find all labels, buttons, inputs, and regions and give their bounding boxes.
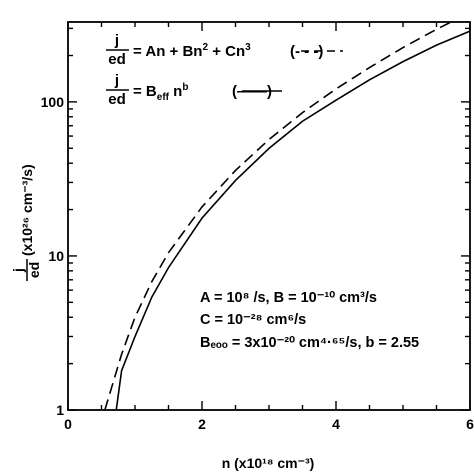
legend-entry-solid: j ed = Beff nb (——) bbox=[106, 72, 272, 108]
y-label-denominator: ed bbox=[26, 262, 42, 278]
solid-curve bbox=[115, 30, 470, 410]
legend2-denominator: ed bbox=[108, 91, 126, 108]
legend1-eq: = An + Bn bbox=[133, 43, 202, 60]
legend1-denominator: ed bbox=[108, 51, 126, 68]
x-axis-label: n (x10¹⁸ cm⁻³) bbox=[222, 455, 315, 471]
y-tick-label: 100 bbox=[41, 94, 65, 110]
y-label-rest: (x10²⁶ cm⁻³/s) bbox=[19, 164, 35, 256]
x-tick-label: 0 bbox=[64, 416, 72, 432]
annotation-line-2: C = 10⁻²⁸ cm⁶/s bbox=[200, 312, 306, 328]
legend1-equation: = An + Bn2 + Cn3 bbox=[133, 42, 251, 60]
legend2-mid: n bbox=[169, 83, 182, 100]
legend2-numerator: j bbox=[114, 72, 119, 89]
dashed-curve bbox=[104, 22, 453, 410]
annotation-line-3: Bₑₒₒ = 3x10⁻²⁰ cm⁴·⁶⁵/s, b = 2.55 bbox=[200, 335, 419, 351]
x-tick-label: 2 bbox=[198, 416, 206, 432]
legend1-mid: + Cn bbox=[208, 43, 245, 60]
legend-entry-dashed: j ed = An + Bn2 + Cn3 (- - -) bbox=[106, 32, 323, 68]
y-label-numerator: j bbox=[10, 268, 26, 273]
y-tick-label: 1 bbox=[56, 402, 64, 418]
y-tick-label: 10 bbox=[48, 248, 64, 264]
curves bbox=[104, 22, 470, 410]
legend2-equation: = Beff nb bbox=[133, 82, 188, 103]
axis-ticks bbox=[67, 22, 471, 411]
legend2-sup: b bbox=[182, 82, 188, 93]
legend2-eq: = B bbox=[133, 83, 157, 100]
y-axis-label: j ed (x10²⁶ cm⁻³/s) bbox=[10, 164, 42, 281]
legend1-sup2: 3 bbox=[245, 42, 251, 53]
legend1-numerator: j bbox=[114, 32, 119, 49]
legend1-sup1: 2 bbox=[202, 42, 208, 53]
x-tick-label: 4 bbox=[332, 416, 340, 432]
axis-tick-labels: 0 2 4 6 1 10 100 bbox=[41, 94, 474, 432]
annotation-line-1: A = 10⁸ /s, B = 10⁻¹⁰ cm³/s bbox=[200, 290, 377, 306]
legend2-sub: eff bbox=[157, 92, 170, 103]
x-tick-label: 6 bbox=[466, 416, 474, 432]
